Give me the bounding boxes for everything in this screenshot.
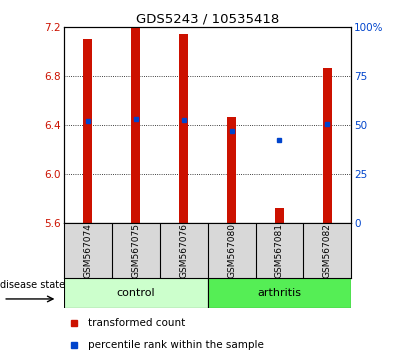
Bar xyxy=(208,278,351,308)
Text: GSM567076: GSM567076 xyxy=(179,223,188,278)
Bar xyxy=(179,34,188,223)
Text: GSM567082: GSM567082 xyxy=(323,223,332,278)
Text: control: control xyxy=(116,288,155,298)
Bar xyxy=(83,39,92,223)
Bar xyxy=(131,27,140,223)
Bar xyxy=(323,68,332,223)
Bar xyxy=(227,118,236,223)
Text: GSM567081: GSM567081 xyxy=(275,223,284,278)
Bar xyxy=(64,278,208,308)
Text: GSM567075: GSM567075 xyxy=(131,223,140,278)
Text: transformed count: transformed count xyxy=(88,319,185,329)
Bar xyxy=(275,208,284,223)
Title: GDS5243 / 10535418: GDS5243 / 10535418 xyxy=(136,12,279,25)
Text: percentile rank within the sample: percentile rank within the sample xyxy=(88,340,264,350)
Text: arthritis: arthritis xyxy=(257,288,302,298)
Text: disease state: disease state xyxy=(0,280,65,290)
Text: GSM567080: GSM567080 xyxy=(227,223,236,278)
Text: GSM567074: GSM567074 xyxy=(83,223,92,278)
